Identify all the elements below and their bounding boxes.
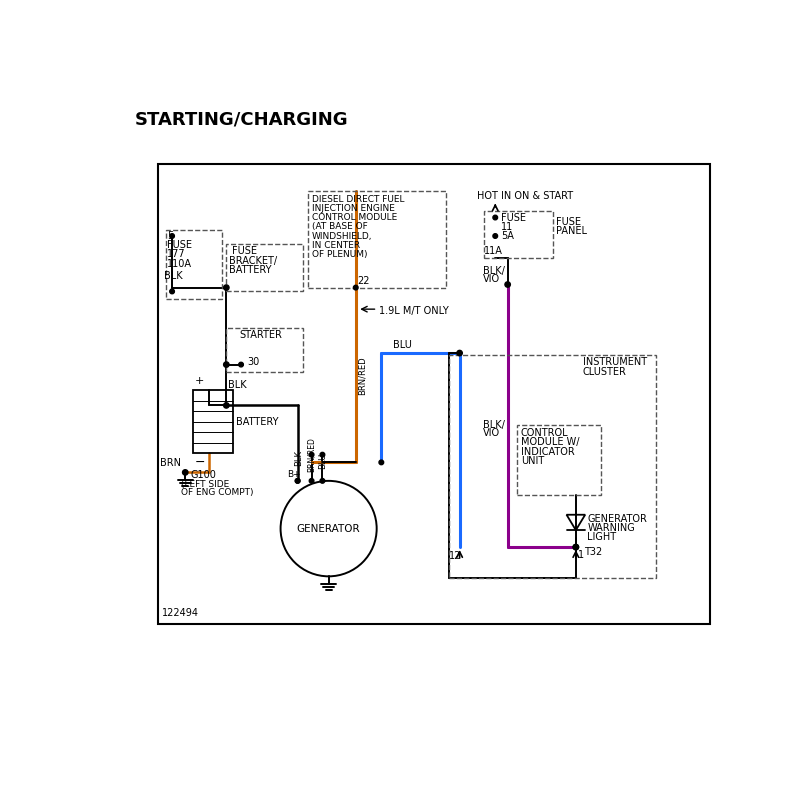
Bar — [193, 390, 234, 454]
Text: OF PLENUM): OF PLENUM) — [311, 250, 367, 259]
Text: VIO: VIO — [483, 274, 500, 284]
Text: GENERATOR: GENERATOR — [587, 513, 647, 523]
Text: CLUSTER: CLUSTER — [583, 366, 626, 376]
Text: −: − — [194, 455, 205, 468]
Text: FUSE: FUSE — [167, 241, 193, 250]
Circle shape — [170, 289, 174, 294]
Text: BRN/RED: BRN/RED — [307, 437, 316, 472]
Text: DIESEL DIRECT FUEL: DIESEL DIRECT FUEL — [311, 195, 404, 204]
Text: 1.9L M/T ONLY: 1.9L M/T ONLY — [379, 306, 449, 316]
Text: UNIT: UNIT — [521, 456, 544, 466]
Bar — [517, 425, 601, 494]
Circle shape — [573, 545, 578, 549]
Text: BATTERY: BATTERY — [237, 417, 279, 427]
Text: BRN: BRN — [161, 458, 182, 468]
Bar — [226, 328, 303, 373]
Circle shape — [320, 453, 325, 457]
Text: BLK: BLK — [163, 271, 182, 281]
Text: 5A: 5A — [502, 231, 514, 241]
Text: BRN/RED: BRN/RED — [358, 356, 366, 395]
Text: BLU: BLU — [318, 453, 326, 469]
Circle shape — [310, 479, 314, 483]
Bar — [166, 230, 222, 299]
Text: BLK/: BLK/ — [483, 421, 505, 431]
Text: 122494: 122494 — [162, 608, 199, 619]
Circle shape — [379, 460, 384, 465]
Bar — [158, 163, 710, 624]
Text: FUSE: FUSE — [502, 212, 526, 222]
Circle shape — [224, 362, 229, 367]
Text: B+: B+ — [287, 470, 301, 479]
Text: BLK: BLK — [294, 450, 302, 466]
Circle shape — [573, 545, 578, 549]
Text: (LEFT SIDE: (LEFT SIDE — [181, 480, 229, 489]
Circle shape — [170, 233, 174, 238]
Text: IN CENTER: IN CENTER — [311, 241, 360, 250]
Text: BLK: BLK — [228, 380, 246, 391]
Text: OF ENG COMPT): OF ENG COMPT) — [181, 488, 253, 497]
Text: INDICATOR: INDICATOR — [521, 446, 574, 457]
Text: CONTROL MODULE: CONTROL MODULE — [311, 213, 397, 222]
Text: INJECTION ENGINE: INJECTION ENGINE — [311, 204, 394, 213]
Circle shape — [457, 351, 462, 356]
Text: HOT IN ON & START: HOT IN ON & START — [477, 191, 573, 201]
Text: STARTER: STARTER — [239, 330, 282, 340]
Circle shape — [493, 215, 498, 220]
Text: BLU: BLU — [393, 340, 412, 351]
Text: 12: 12 — [449, 551, 461, 561]
Text: WINDSHIELD,: WINDSHIELD, — [311, 232, 372, 241]
Circle shape — [224, 402, 229, 408]
Circle shape — [295, 479, 300, 483]
Text: +: + — [194, 376, 204, 386]
Circle shape — [505, 282, 510, 287]
Text: FUSE: FUSE — [232, 246, 257, 256]
Circle shape — [310, 453, 314, 457]
Text: BATTERY: BATTERY — [230, 265, 272, 275]
Text: MODULE W/: MODULE W/ — [521, 437, 579, 447]
Circle shape — [493, 233, 498, 238]
Text: 1: 1 — [578, 549, 584, 560]
Text: STARTING/CHARGING: STARTING/CHARGING — [135, 111, 349, 129]
Text: 11A: 11A — [485, 246, 503, 256]
Text: WARNING: WARNING — [587, 523, 635, 533]
Circle shape — [320, 479, 325, 483]
Text: 30: 30 — [247, 357, 259, 366]
Text: PANEL: PANEL — [557, 226, 587, 237]
Text: FUSE: FUSE — [557, 217, 582, 227]
Circle shape — [224, 285, 229, 290]
Bar — [449, 354, 657, 578]
Text: BLK/: BLK/ — [483, 266, 505, 277]
Text: 22: 22 — [358, 277, 370, 286]
Text: INSTRUMENT: INSTRUMENT — [583, 358, 647, 367]
Circle shape — [182, 470, 188, 475]
Bar — [485, 211, 553, 258]
Text: T32: T32 — [584, 547, 602, 556]
Text: G100: G100 — [190, 471, 217, 480]
Circle shape — [295, 479, 300, 483]
Circle shape — [238, 362, 243, 367]
Text: 110A: 110A — [167, 259, 193, 269]
Text: LIGHT: LIGHT — [587, 532, 617, 542]
Bar — [308, 191, 446, 288]
Text: BRACKET/: BRACKET/ — [230, 255, 278, 266]
Text: (AT BASE OF: (AT BASE OF — [311, 222, 367, 231]
Text: VIO: VIO — [483, 428, 500, 438]
Text: 5: 5 — [167, 231, 174, 241]
Text: 11: 11 — [502, 222, 514, 232]
Bar — [226, 244, 303, 292]
Circle shape — [354, 285, 358, 290]
Text: GENERATOR: GENERATOR — [297, 523, 361, 534]
Text: CONTROL: CONTROL — [521, 428, 569, 438]
Text: 177: 177 — [167, 249, 186, 259]
